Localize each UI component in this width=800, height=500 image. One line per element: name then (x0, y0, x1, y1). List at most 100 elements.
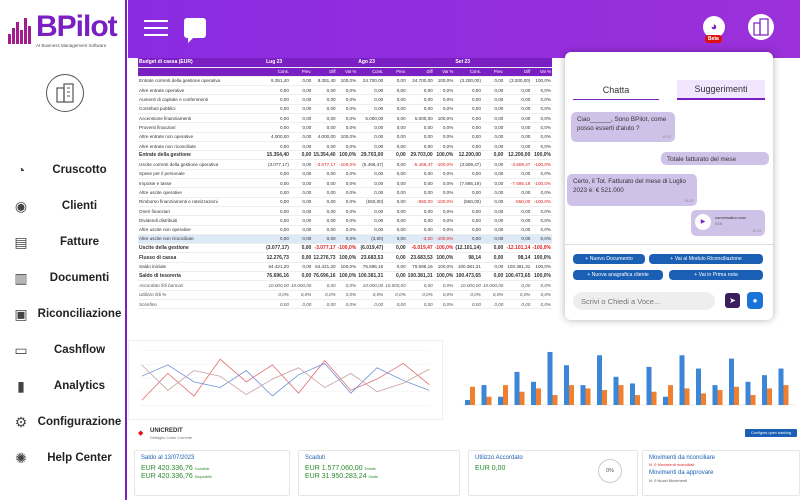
cell-value: 0,00 (265, 215, 290, 226)
cell-value: 0,00 (454, 132, 482, 142)
chat-input[interactable] (573, 292, 715, 310)
tab-chatta[interactable]: Chatta (573, 80, 659, 100)
table-row[interactable]: Imposte e tasse 0,00 0,00 0,00 0,0% 0,00 0,00 0… (138, 178, 552, 189)
chat-tabs: Chatta Suggerimenti (573, 80, 765, 100)
bar (679, 355, 685, 405)
cell-value: 98,14 (454, 252, 482, 263)
table-row[interactable]: Oneri finanziari 0,00 0,00 0,00 0,0% 0,00 0,00… (138, 206, 552, 217)
table-row[interactable]: Dividendi distribuiti 0,00 0,00 0,00 0,0% 0,0… (138, 215, 552, 226)
table-row[interactable]: Contributi pubblici 0,00 0,00 0,00 0,0% 0,00 0… (138, 104, 552, 115)
cell-value: 0,0% (289, 290, 313, 300)
line-chart (128, 340, 443, 420)
sidebar-nav: ◔ Cruscotto ◉ Clienti ▤ Fatture ▥ Documenti … (0, 152, 127, 476)
table-row[interactable]: Altre uscite non operative 0,00 0,00 0,00 0,… (138, 225, 552, 235)
value-note: Disponibile (194, 475, 212, 479)
series-line (141, 364, 430, 396)
table-row[interactable]: Altre entrate operative 0,00 0,00 0,00 0,0% 0… (138, 85, 552, 96)
menu-icon[interactable] (144, 20, 168, 36)
bot-icon[interactable]: ◕ (703, 16, 725, 38)
cell-value: 0,00 (265, 187, 290, 198)
cell-value: 0,0% (531, 141, 552, 152)
table-row[interactable]: Sconfino 0,00 0,00 0,00 0,0% 0,00 0,00 0,00 0,0%… (138, 299, 552, 310)
table-row[interactable]: Altre entrate non operative 4.000,00 0,00 4… (138, 132, 552, 142)
subcolumn-header: Diff (312, 67, 337, 77)
new-document-button[interactable]: + Nuovo Documento (573, 254, 645, 264)
cell-value: 12.200,00 (454, 150, 482, 161)
open-banking-button[interactable]: Configura open banking (745, 429, 797, 437)
table-row[interactable]: Uscite della gestione (3.077,17) 0,00 -3.07… (138, 243, 552, 254)
cell-value: 9.351,40 (312, 76, 337, 87)
sidebar-item-cruscotto[interactable]: ◔ Cruscotto (0, 152, 127, 188)
company-building-icon[interactable] (46, 74, 84, 112)
new-client-button[interactable]: + Nuova anagrafica cliente (573, 270, 663, 280)
cell-value: 0,00 (504, 104, 532, 115)
table-row[interactable]: Flusso di cassa 12.276,73 0,00 12.276,73 100… (138, 252, 552, 263)
table-row[interactable]: Altre uscite non riconciliate 0,00 0,00 0,0… (138, 234, 552, 245)
logo[interactable]: BPilot AI Business Management Software (8, 10, 120, 52)
sidebar-item-analytics[interactable]: ▮ Analytics (0, 368, 127, 404)
bar (585, 388, 591, 405)
cell-value: 0,0% (384, 290, 407, 300)
cell-value: 24.700,00 (357, 76, 385, 87)
table-row[interactable]: Saldo di tesoreria 76.696,16 0,00 76.696,16… (138, 271, 552, 282)
top-bar: ◕ Beta (128, 0, 800, 58)
cell-value: 0,00 (289, 141, 313, 152)
cell-value: 0,0% (336, 122, 358, 133)
beta-badge: Beta (705, 35, 722, 43)
sidebar-item-clienti[interactable]: ◉ Clienti (0, 188, 127, 224)
send-icon[interactable]: ➤ (725, 293, 740, 308)
table-row[interactable]: Utilizzo fidi % 0,0% 0,0% 0,0% 0,0% 0,0% 0,0% 0… (138, 290, 552, 300)
user-message: Totale fatturato del mese (661, 152, 769, 165)
table-row[interactable]: Spese per il personale 0,00 0,00 0,00 0,0% 0,… (138, 169, 552, 180)
table-row[interactable]: Saldo iniziale 64.421,20 0,00 64.421,20 100,… (138, 262, 552, 273)
cell-value: 0,00 (384, 76, 407, 87)
month-header: Lug 23 (265, 58, 358, 68)
table-row[interactable]: Altre uscite operative 0,00 0,00 0,00 0,0% 0,… (138, 187, 552, 198)
movements-card[interactable]: Movimenti da riconciliare N. 0 Movimenti… (642, 450, 800, 496)
sidebar-item-help-center[interactable]: ✺ Help Center (0, 440, 127, 476)
table-row[interactable]: Aumenti di capitale e conferimenti 0,00 0,… (138, 94, 552, 105)
chat-icon[interactable] (184, 18, 206, 43)
cell-value: 0,00 (504, 85, 532, 96)
cell-value: -100,0% (531, 197, 552, 207)
sidebar-item-label: Documenti (49, 272, 110, 284)
bar (767, 388, 772, 405)
prima-nota-button[interactable]: + Vai in Prima nota (669, 270, 763, 280)
sidebar-item-documenti[interactable]: ▥ Documenti (0, 260, 127, 296)
table-row[interactable]: Rimborso finanziamenti e rateizzazioni 0,… (138, 197, 552, 207)
table-row[interactable]: Altre entrate non riconciliate 0,00 0,00 0,… (138, 141, 552, 152)
table-row[interactable]: Accensione finanziamenti 0,00 0,00 0,00 0,0%… (138, 113, 552, 124)
company-building-icon[interactable] (748, 14, 774, 40)
row-label: Saldo iniziale (138, 262, 266, 273)
table-row[interactable]: Uscite correnti della gestione operativa… (138, 159, 552, 170)
cell-value: 0,0% (433, 290, 455, 300)
cell-value: 0,0% (336, 280, 358, 291)
sidebar-item-configurazione[interactable]: ⚙ Configurazione (0, 404, 127, 440)
table-row[interactable]: Accordato fidi bancari 10.000,00 10.000,00… (138, 280, 552, 291)
cell-value: 0,00 (265, 104, 290, 115)
table-row[interactable]: Proventi finanziari 0,00 0,00 0,00 0,0% 0,00 0… (138, 122, 552, 133)
cell-value: -100,0% (433, 234, 455, 245)
play-icon[interactable]: ▶ (695, 214, 711, 230)
cell-value: 0,00 (481, 215, 505, 226)
card-value: N. 0 Nuovi Movimenti (649, 478, 688, 483)
sidebar-item-riconciliazione[interactable]: ▣ Riconciliazione (0, 296, 127, 332)
subcolumn-header: Cons. (357, 67, 385, 77)
table-row[interactable]: Entrate correnti della gestione operativ… (138, 76, 552, 87)
cell-value: 9.351,40 (265, 76, 290, 87)
cell-value: 0,00 (357, 85, 385, 96)
tab-suggerimenti[interactable]: Suggerimenti (677, 80, 765, 100)
cell-value: 15.354,40 (265, 150, 290, 161)
table-row[interactable]: Entrate della gestione 15.354,40 0,00 15.35… (138, 150, 552, 161)
sidebar-item-cashflow[interactable]: ▭ Cashflow (0, 332, 127, 368)
cell-value: 0,0% (531, 225, 552, 235)
sidebar-item-fatture[interactable]: ▤ Fatture (0, 224, 127, 260)
cell-value: 0,0% (531, 280, 552, 291)
row-label: Altre entrate non riconciliate (138, 141, 266, 152)
reconciliation-button[interactable]: + Vai al Modulo Riconciliazione (649, 254, 763, 264)
subcolumn-header: Var % (531, 67, 552, 77)
cell-value: -12.101,14 (504, 243, 532, 254)
bot-message: Certo, il Tot. Fatturato del mese di Lug… (567, 174, 697, 206)
cell-value: 0,00 (289, 271, 313, 282)
microphone-icon[interactable]: ● (747, 292, 763, 309)
